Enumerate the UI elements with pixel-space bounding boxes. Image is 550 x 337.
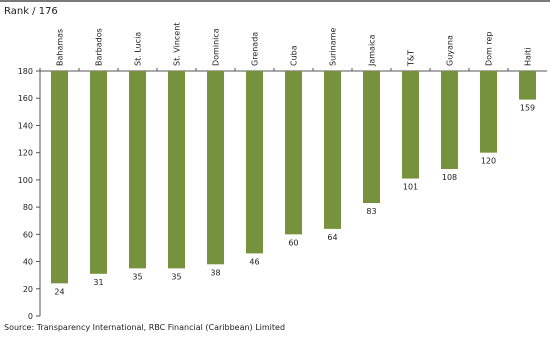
data-label: 38 [210,268,220,277]
source-note: Source: Transparency International, RBC … [4,323,286,332]
bar-bahamas [51,71,68,284]
data-label: 60 [288,238,298,247]
data-label: 120 [481,157,496,166]
bar-st-vincent [168,71,185,269]
y-tick-label: 80 [23,203,33,212]
bar-t-t [402,71,419,179]
y-axis-title: Rank / 176 [4,6,58,17]
y-tick-label: 120 [18,149,33,158]
category-label: Haiti [524,48,533,67]
data-label: 24 [54,287,64,296]
bar-cuba [285,71,302,235]
bar-suriname [324,71,341,229]
top-rule [0,0,550,2]
category-label: Guyana [446,35,455,66]
category-label: Suriname [329,28,338,66]
data-label: 159 [520,104,535,113]
y-tick-label: 20 [23,285,33,294]
y-tick-label: 0 [28,312,33,321]
data-label: 46 [249,257,259,266]
category-label: Jamaica [368,34,377,67]
data-label: 35 [132,272,142,281]
bar-jamaica [363,71,380,204]
data-label: 64 [327,233,337,242]
category-label: Dom rep [485,31,494,66]
y-tick-label: 180 [18,67,33,76]
y-tick-label: 160 [18,94,33,103]
y-tick-label: 100 [18,176,33,185]
data-label: 101 [403,183,418,192]
category-label: Dominica [212,28,221,66]
bar-barbados [90,71,107,274]
category-label: Grenada [251,32,260,66]
y-tick-label: 140 [18,121,33,130]
y-tick-label: 60 [23,230,33,239]
category-label: St. Lucia [134,32,143,66]
bar-guyana [441,71,458,169]
data-label: 83 [366,207,376,216]
bar-st-lucia [129,71,146,269]
category-label: T&T [407,50,416,67]
bar-dominica [207,71,224,265]
category-label: St. Vincent [173,23,182,66]
category-label: Cuba [290,45,299,66]
category-label: Bahamas [56,29,65,66]
bar-dom-rep [480,71,497,153]
y-tick-label: 40 [23,258,33,267]
data-label: 35 [171,272,181,281]
bar-grenada [246,71,263,254]
data-label: 31 [93,278,103,287]
category-label: Barbados [95,28,104,66]
data-label: 108 [442,173,457,182]
bar-haiti [519,71,536,100]
